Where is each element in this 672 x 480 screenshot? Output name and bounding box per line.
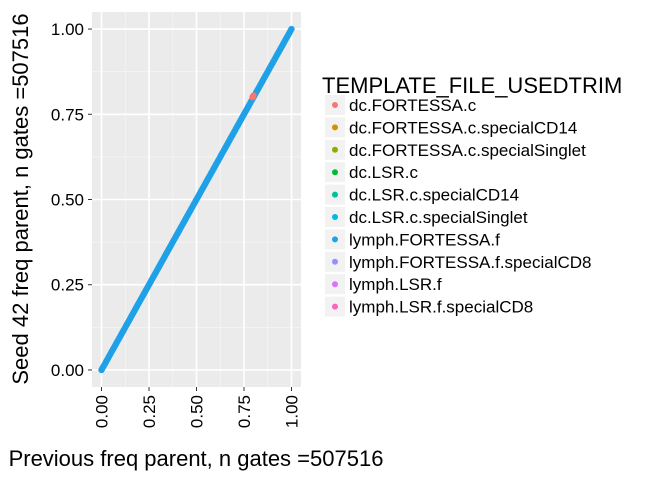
legend: dc.FORTESSA.c dc.FORTESSA.c.specialCD14 dc… [325, 95, 591, 317]
legend-marker [332, 191, 338, 198]
legend-label: dc.FORTESSA.c [349, 96, 477, 115]
legend-label: dc.LSR.c.specialCD14 [349, 186, 519, 205]
legend-label: dc.FORTESSA.c.specialSinglet [349, 141, 586, 160]
y-tick-label: 0.75 [51, 105, 84, 124]
legend-label: dc.FORTESSA.c.specialCD14 [349, 118, 577, 137]
legend-label: lymph.LSR.f.specialCD8 [349, 298, 533, 317]
x-tick-label: 0.50 [188, 395, 207, 428]
legend-marker [332, 258, 338, 265]
x-tick-label: 0.25 [140, 395, 159, 428]
y-tick-label: 0.00 [51, 361, 84, 380]
legend-label: dc.LSR.c.specialSinglet [349, 208, 528, 227]
legend-label: lymph.FORTESSA.f.specialCD8 [349, 253, 591, 272]
x-tick-label: 0.75 [235, 395, 254, 428]
legend-title: TEMPLATE_FILE_USEDTRIM [322, 73, 622, 98]
data-points [98, 25, 295, 374]
y-tick-label: 1.00 [51, 20, 84, 39]
x-axis-ticks: 0.00 0.25 0.50 0.75 1.00 [93, 387, 302, 428]
legend-marker [332, 236, 338, 243]
legend-marker [332, 303, 338, 310]
x-axis-label: Previous freq parent, n gates =507516 [9, 446, 384, 471]
data-point [288, 25, 295, 33]
legend-marker [332, 169, 338, 176]
legend-label: lymph.FORTESSA.f [349, 230, 500, 249]
legend-marker [332, 102, 338, 108]
x-tick-label: 1.00 [283, 395, 302, 428]
y-axis-label: Seed 42 freq parent, n gates =507516 [8, 13, 33, 384]
legend-marker [332, 214, 338, 220]
x-tick-label: 0.00 [93, 395, 112, 428]
legend-label: dc.LSR.c [349, 163, 418, 182]
y-tick-label: 0.50 [51, 191, 84, 210]
data-point-outlier [250, 92, 257, 99]
legend-marker [332, 281, 338, 288]
legend-marker [332, 146, 338, 153]
legend-label: lymph.LSR.f [349, 275, 442, 294]
legend-marker [332, 124, 338, 131]
y-axis-ticks: 0.00 0.25 0.50 0.75 1.00 [51, 20, 92, 380]
y-tick-label: 0.25 [51, 276, 84, 295]
